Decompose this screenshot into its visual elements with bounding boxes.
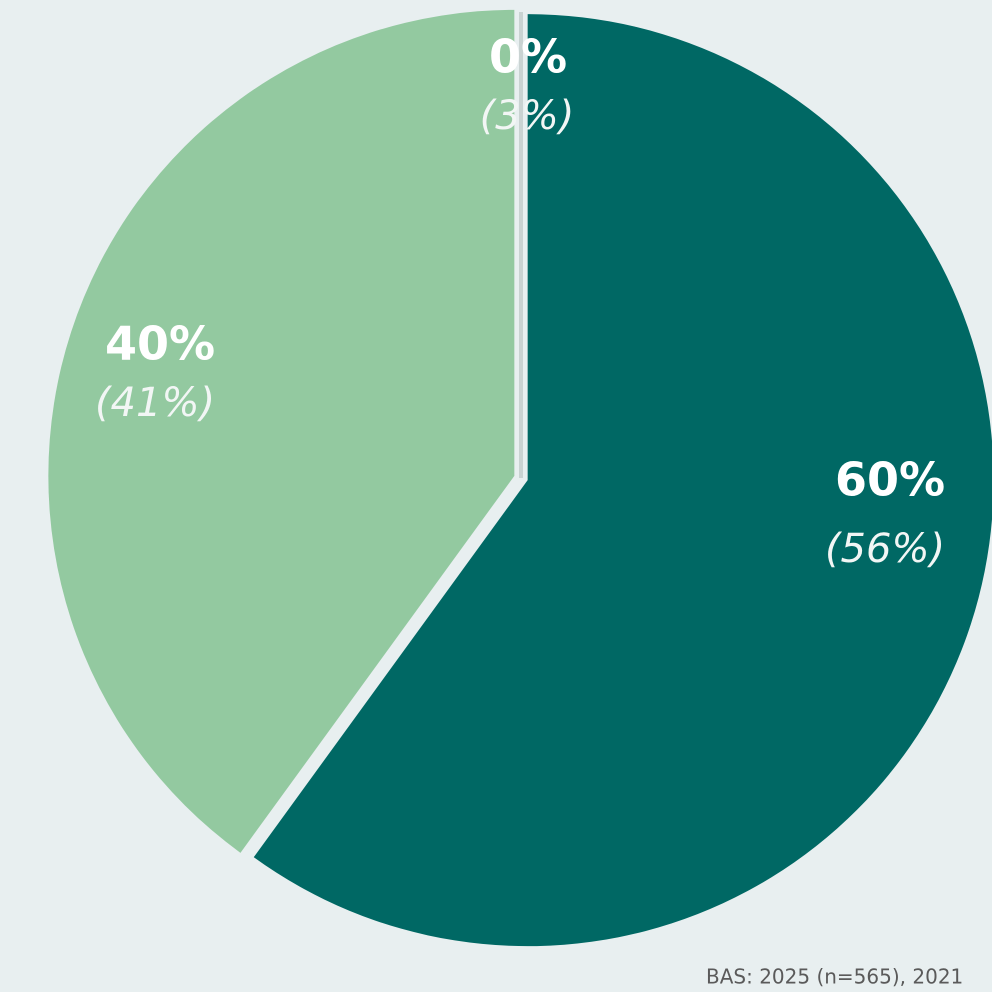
pie bbox=[48, 9, 992, 947]
comparison-label: (41%) bbox=[95, 380, 215, 426]
comparison-label: (56%) bbox=[825, 526, 945, 572]
pie-slice bbox=[48, 9, 515, 853]
footnote: BAS: 2025 (n=565), 2021 bbox=[706, 965, 963, 989]
value-label: 0% bbox=[489, 30, 567, 84]
value-label: 60% bbox=[835, 453, 945, 507]
pie-slice bbox=[253, 14, 992, 947]
comparison-label: (3%) bbox=[480, 93, 575, 139]
labels: 60% (56%) 40% (41%) 0% (3%) bbox=[95, 30, 945, 573]
value-label: 40% bbox=[105, 317, 215, 371]
